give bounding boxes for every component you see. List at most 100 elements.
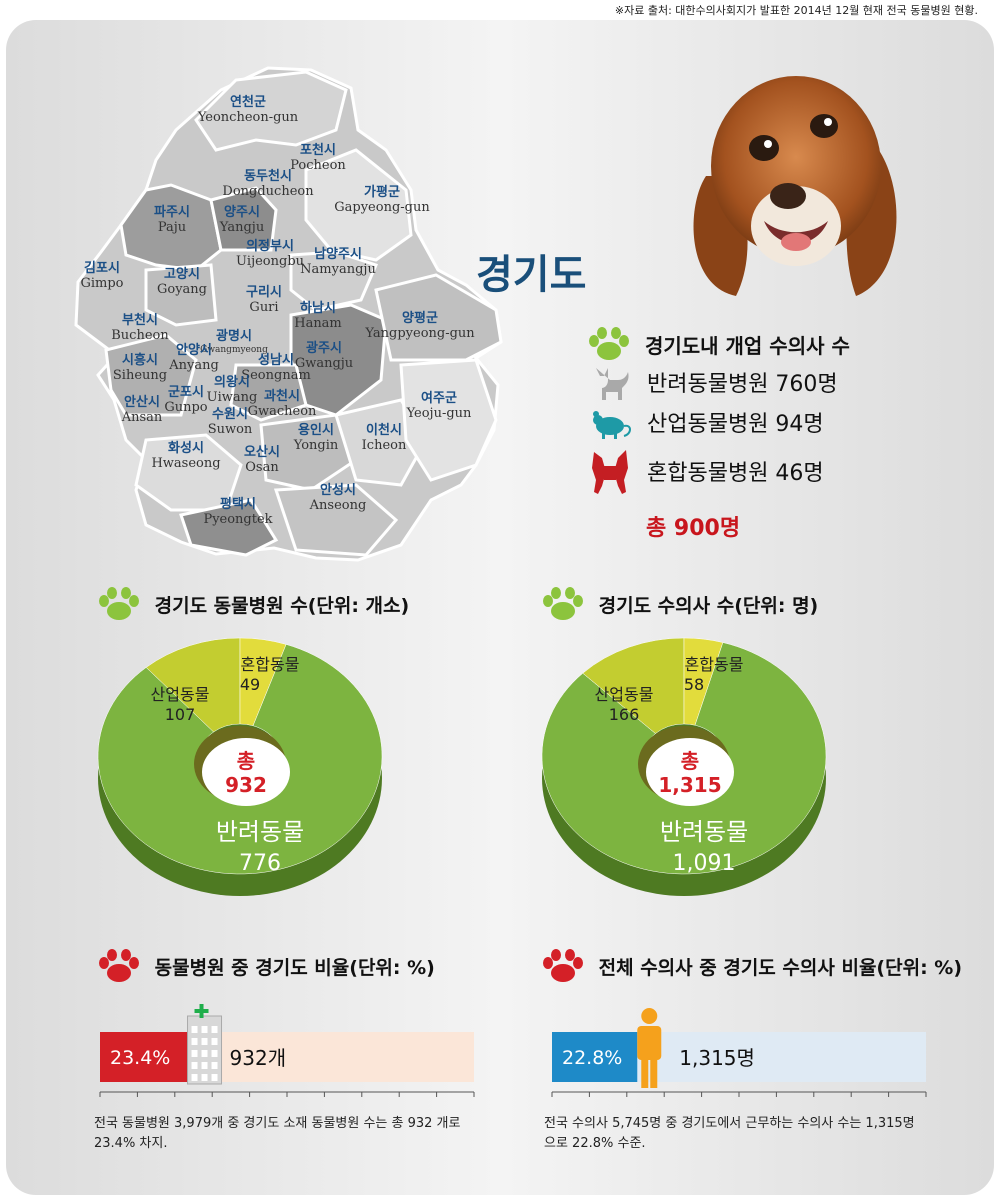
city-name-ko: 광주시	[306, 341, 342, 356]
rat-icon	[593, 411, 631, 439]
city-name-ko: 여주군	[421, 391, 457, 406]
city-name-en: Seongnam	[241, 367, 311, 383]
donut-label-mixed: 혼합동물	[685, 655, 744, 674]
city-label: 동두천시 Dongducheon	[222, 169, 313, 200]
city-label: 이천시 Icheon	[361, 423, 407, 454]
bar-value-fill	[552, 1032, 638, 1082]
city-name-en: Gwangju	[294, 355, 354, 371]
region-gapyeong	[304, 148, 413, 262]
city-name-ko: 안양시	[176, 343, 212, 358]
city-name-ko: 포천시	[300, 143, 336, 158]
city-name-en: Ansan	[121, 409, 163, 425]
hospital-ratio-bar-chart: 23.4% 932개 0 10 20 30 40 50 60 70 80 90 100	[96, 1004, 486, 1102]
paw-icon	[589, 327, 629, 360]
x-tick-label: 10	[582, 1101, 597, 1102]
dogs-icon	[592, 450, 628, 494]
city-label: 화성시 Hwaseong	[151, 441, 221, 472]
donut-slice-산업동물	[582, 637, 685, 734]
x-tick-label: 50	[279, 1101, 294, 1102]
city-name-en: Icheon	[361, 437, 407, 453]
donut-slice-혼합동물	[239, 637, 287, 727]
vet-ratio-heading: 전체 수의사 중 경기도 수의사 비율(단위: %)	[540, 948, 962, 984]
city-label: 고양시 Goyang	[156, 267, 208, 298]
hospital-count-title: 경기도 동물병원 수(단위: 개소)	[154, 594, 410, 617]
city-name-ko: 의정부시	[246, 239, 294, 254]
paw-icon	[543, 587, 583, 620]
infographic-panel: 연천군 Yeoncheon-gun 포천시 Pocheon 동두천시 Dongducheo…	[6, 20, 994, 1195]
donut-value-mixed: 49	[240, 675, 260, 694]
city-name-ko: 가평군	[364, 185, 400, 200]
x-tick-label: 30	[205, 1101, 220, 1102]
city-label: 양평군 Yangpyeong-gun	[365, 311, 474, 342]
vets-open-heading-text: 경기도내 개업 수의사 수	[644, 333, 850, 358]
paw-icon	[99, 949, 139, 982]
city-label: 연천군 Yeoncheon-gun	[197, 95, 299, 126]
city-name-ko: 이천시	[366, 423, 402, 438]
x-tick-label: 80	[392, 1101, 407, 1102]
stat-row-mixed: 혼합동물병원 46명	[588, 446, 824, 496]
hospital-ratio-note: 전국 동물병원 3,979개 중 경기도 소재 동물병원 수는 총 932 개로…	[94, 1116, 461, 1151]
donut-value-companion: 1,091	[673, 851, 736, 876]
city-name-ko: 수원시	[212, 407, 248, 422]
region-yangpyeong	[374, 273, 503, 362]
city-name-ko: 평택시	[220, 497, 256, 512]
city-label: 구리시 Guri	[246, 285, 282, 316]
city-label: 여주군 Yeoju-gun	[406, 391, 472, 422]
donut-label-industrial: 산업동물	[151, 685, 210, 704]
vet-ratio-bar-chart: 22.8% 1,315명 0 10 20 30 40 50 60 70 80 90 100	[548, 1008, 937, 1102]
city-name-ko: 동두천시	[244, 169, 292, 184]
city-name-en: Suwon	[207, 421, 253, 437]
x-tick-label: 20	[619, 1101, 634, 1102]
hospital-ratio-title: 동물병원 중 경기도 비율(단위: %)	[154, 956, 435, 979]
city-name-en: Siheung	[112, 367, 168, 383]
region-yeoncheon	[194, 70, 348, 152]
city-name-en: Goyang	[156, 281, 208, 297]
city-label: 용인시 Yongin	[294, 423, 339, 454]
city-name-en: Uijeongbu	[235, 253, 305, 269]
city-label: 포천시 Pocheon	[290, 143, 346, 174]
x-tick-label: 80	[844, 1101, 859, 1102]
city-name-ko: 용인시	[298, 423, 334, 438]
city-label: 남양주시 Namyangju	[300, 247, 376, 278]
region-pyeongtaek	[179, 498, 279, 557]
x-tick-label: 60	[317, 1101, 332, 1102]
vets-open-heading: 경기도내 개업 수의사 수	[586, 326, 850, 362]
x-tick-label: 90	[429, 1101, 444, 1102]
vet-count-heading: 경기도 수의사 수(단위: 명)	[540, 586, 818, 622]
x-tick-label: 30	[657, 1101, 672, 1102]
city-label: 광명시 Gwangmyeong	[200, 329, 268, 355]
donut-label-companion: 반려동물	[660, 818, 748, 846]
donut-value-mixed: 58	[684, 675, 704, 694]
city-label: 오산시 Osan	[244, 445, 280, 476]
x-tick-label: 40	[694, 1101, 709, 1102]
vet-ratio-note: 전국 수의사 5,745명 중 경기도에서 근무하는 수의사 수는 1,315명…	[544, 1116, 915, 1151]
x-tick-label: 100	[463, 1101, 486, 1102]
paw-icon	[99, 587, 139, 620]
donut-slice-혼합동물	[683, 637, 724, 726]
city-name-ko: 양주시	[224, 205, 260, 220]
city-name-en: Guri	[249, 299, 279, 315]
city-name-ko: 광명시	[216, 329, 252, 344]
region-yeoju	[399, 358, 498, 482]
city-label: 시흥시 Siheung	[112, 353, 168, 384]
city-name-en: Hanam	[294, 315, 342, 331]
donut-value-industrial: 107	[165, 705, 196, 724]
city-name-en: Hwaseong	[151, 455, 221, 471]
donut-slice-산업동물	[145, 637, 241, 733]
city-name-ko: 군포시	[168, 385, 204, 400]
city-label: 안양시 Anyang	[169, 343, 219, 374]
city-name-en: Yeoju-gun	[406, 405, 472, 421]
city-label: 평택시 Pyeongtek	[203, 497, 272, 528]
city-name-en: Yeoncheon-gun	[197, 109, 299, 125]
city-label: 하남시 Hanam	[294, 301, 342, 332]
city-name-en: Anseong	[309, 497, 367, 513]
city-name-en: Gunpo	[164, 399, 208, 415]
bar-value-label: 23.4%	[110, 1047, 170, 1069]
city-name-ko: 하남시	[300, 301, 336, 316]
city-name-ko: 의왕시	[214, 375, 250, 390]
hospital-ratio-heading: 동물병원 중 경기도 비율(단위: %)	[96, 948, 435, 984]
city-name-ko: 화성시	[168, 441, 204, 456]
donut-center-value: 1,315	[658, 773, 721, 797]
